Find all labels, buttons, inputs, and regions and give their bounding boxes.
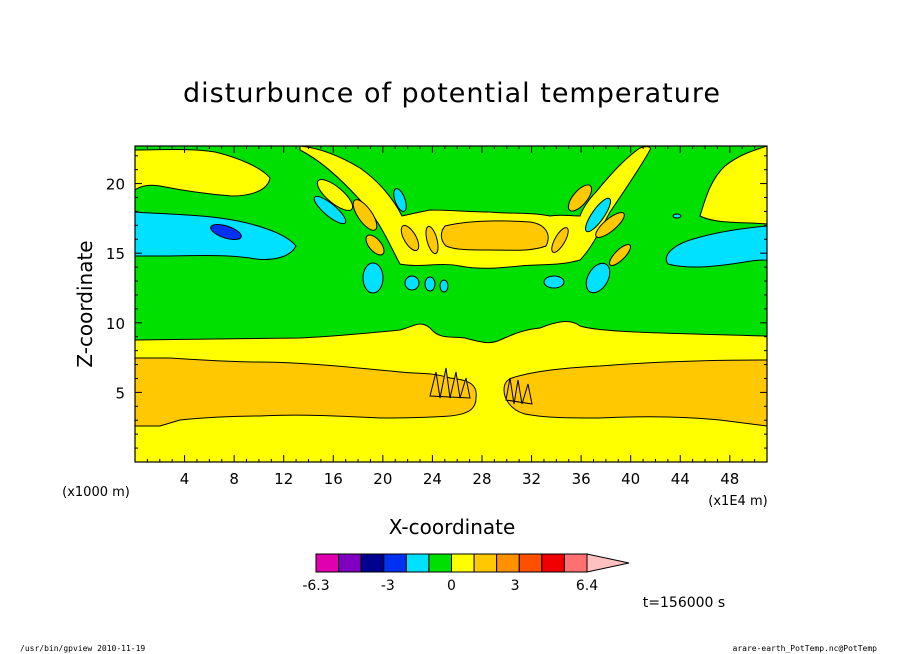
x-tick-label: 40 <box>621 470 640 488</box>
colorbar-tick-label: -6.3 <box>302 578 329 594</box>
plot-frame <box>134 145 768 463</box>
right-yellow-ridge <box>699 146 767 225</box>
left-cyan-band <box>135 211 297 260</box>
colorbar-swatch <box>405 553 430 573</box>
left-blue-core <box>210 223 242 241</box>
y-unit-label: (x1000 m) <box>62 485 130 500</box>
upper-arc-cells <box>313 179 682 294</box>
y-tick-label: 10 <box>106 315 125 333</box>
x-tick-label: 20 <box>373 470 392 488</box>
time-label: t=156000 s <box>643 595 725 611</box>
surface-spikes <box>429 367 533 405</box>
x-axis-label: X-coordinate <box>389 515 516 539</box>
colorbar-swatch <box>563 553 588 573</box>
y-tick-label: 5 <box>115 384 125 402</box>
x-axis: 4 8 12 16 20 24 28 32 36 40 44 48 <box>146 146 756 488</box>
colorbar-swatch <box>541 553 565 573</box>
colorbar-swatch <box>360 553 385 573</box>
colorbar: -6.3 -3 0 3 6.4 <box>302 553 630 594</box>
colorbar-swatch <box>518 553 543 573</box>
x-unit-label: (x1E4 m) <box>708 494 767 509</box>
right-cyan-band <box>665 225 767 268</box>
x-tick-label: 32 <box>522 470 541 488</box>
y-tick-label: 15 <box>106 245 125 263</box>
colorbar-swatch <box>315 553 340 573</box>
x-tick-label: 4 <box>180 470 190 488</box>
chart-title: disturbunce of potential temperature <box>183 78 721 109</box>
center-orange-core <box>440 220 549 251</box>
colorbar-extend-arrow <box>586 553 630 573</box>
footer-left: /usr/bin/gpview 2010-11-19 <box>20 644 145 653</box>
x-tick-label: 44 <box>671 470 690 488</box>
colorbar-tick-label: 6.4 <box>576 578 598 594</box>
colorbar-swatch <box>451 553 475 573</box>
colorbar-tick-label: 3 <box>511 578 520 594</box>
colorbar-swatch <box>338 553 362 573</box>
left-yellow-ridge <box>135 149 271 197</box>
colorbar-tick-label: -3 <box>381 578 395 594</box>
colorbar-swatch <box>383 553 407 573</box>
colorbar-swatch <box>496 553 520 573</box>
x-tick-label: 28 <box>472 470 491 488</box>
colorbar-swatch <box>428 553 452 573</box>
footer-right: arare-earth_PotTemp.nc@PotTemp <box>733 644 878 653</box>
y-axis-label: Z-coordinate <box>73 240 97 367</box>
y-axis: 5 10 15 20 <box>106 155 767 449</box>
lower-orange-core <box>135 357 477 427</box>
x-tick-label: 8 <box>229 470 239 488</box>
x-tick-label: 16 <box>324 470 343 488</box>
colorbar-tick-label: 0 <box>447 578 456 594</box>
y-tick-label: 20 <box>106 176 125 194</box>
x-tick-label: 24 <box>423 470 442 488</box>
x-tick-label: 48 <box>720 470 739 488</box>
x-tick-label: 12 <box>274 470 293 488</box>
lower-orange-core <box>503 359 767 427</box>
plot-area <box>135 146 767 462</box>
x-tick-label: 36 <box>572 470 591 488</box>
colorbar-swatch <box>473 553 498 573</box>
